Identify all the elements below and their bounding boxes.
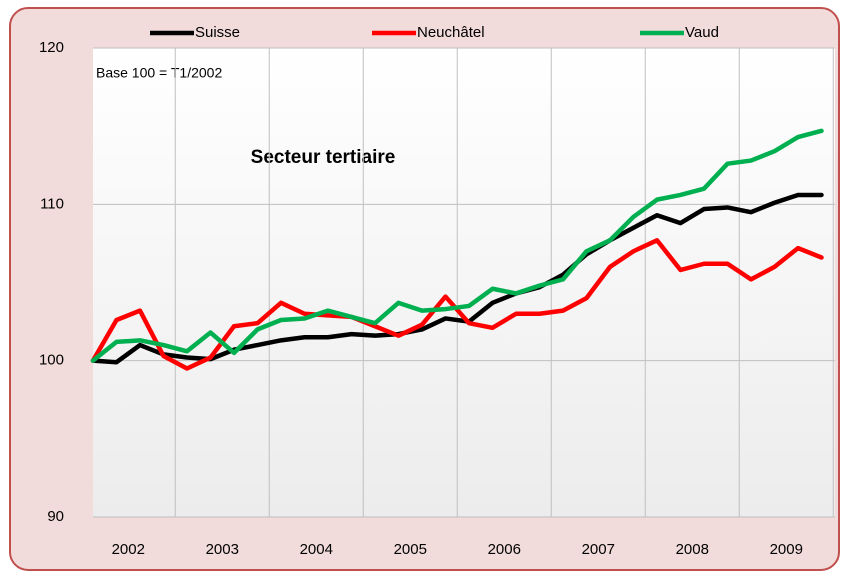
x-tick-label: 2007 bbox=[582, 541, 615, 558]
x-tick-label: 2009 bbox=[770, 541, 803, 558]
x-tick-label: 2004 bbox=[300, 541, 333, 558]
y-tick-label: 110 bbox=[40, 195, 64, 212]
y-tick-label: 90 bbox=[47, 508, 64, 525]
x-tick-label: 2006 bbox=[488, 541, 521, 558]
x-tick-label: 2002 bbox=[112, 541, 145, 558]
series-line bbox=[90, 238, 824, 371]
legend-label: Neuchâtel bbox=[417, 24, 485, 41]
x-tick-label: 2008 bbox=[676, 541, 709, 558]
series-line bbox=[90, 192, 824, 365]
plot-area bbox=[93, 48, 835, 517]
y-tick-label: 120 bbox=[39, 39, 64, 56]
x-tick-label: 2005 bbox=[394, 541, 427, 558]
series-line bbox=[90, 128, 824, 363]
legend-label: Suisse bbox=[195, 24, 240, 41]
x-tick-label: 2003 bbox=[206, 541, 239, 558]
annotation: Base 100 = T1/2002 bbox=[96, 65, 222, 81]
y-tick-label: 100 bbox=[39, 352, 64, 369]
chart-title: Secteur tertiaire bbox=[251, 147, 396, 168]
legend-label: Vaud bbox=[685, 24, 719, 41]
